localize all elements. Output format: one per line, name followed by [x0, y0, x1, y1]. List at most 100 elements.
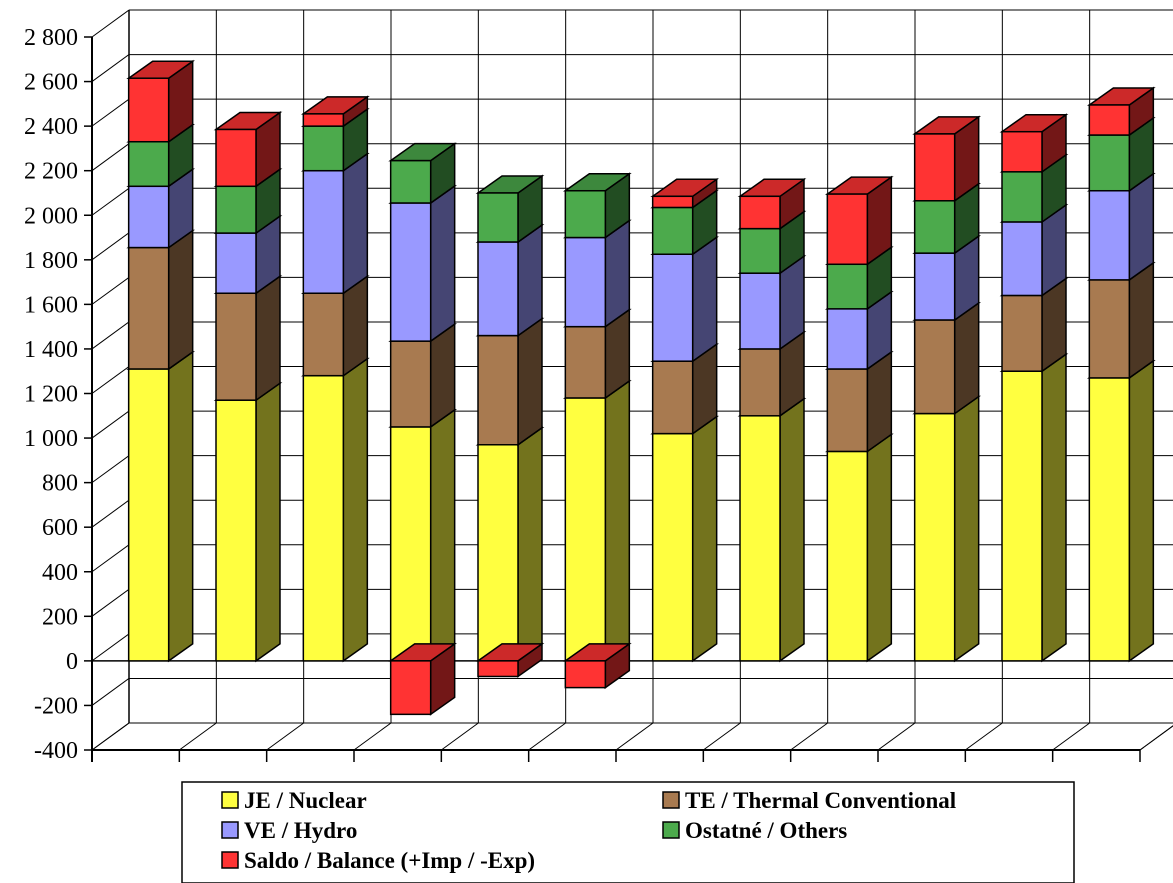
bar-segment	[562, 379, 632, 663]
bar-front	[826, 263, 869, 310]
bar-front	[564, 660, 607, 689]
bar-front	[651, 195, 694, 209]
bar-front	[477, 192, 519, 243]
bar-front	[1088, 104, 1131, 136]
bar-front	[389, 340, 432, 428]
y-tick-label: 200	[42, 604, 78, 630]
bar-segment	[475, 317, 545, 447]
floor-line	[703, 722, 741, 751]
bar-front	[564, 236, 607, 328]
side-gridline	[91, 143, 130, 172]
bar-segment	[999, 113, 1069, 174]
bar-front	[739, 227, 781, 274]
legend-swatch	[221, 851, 239, 869]
bar-front	[739, 348, 781, 417]
bar-front	[127, 185, 170, 249]
bar-side	[517, 223, 543, 338]
bar-side	[342, 357, 369, 663]
side-gridline	[91, 98, 130, 127]
bar-front	[564, 325, 607, 399]
bar-front	[127, 246, 170, 370]
bar-segment	[650, 415, 720, 663]
bar-side	[517, 317, 543, 447]
bar-segment	[126, 350, 196, 663]
bar-side	[429, 184, 456, 343]
bar-segment	[475, 426, 545, 663]
bar-front	[215, 185, 257, 234]
bar-front	[477, 241, 519, 337]
floor-line	[615, 722, 654, 751]
bar-segment	[300, 95, 370, 128]
bar-segment	[388, 642, 458, 716]
bar-side	[517, 426, 543, 663]
side-gridline	[91, 187, 130, 216]
side-gridline	[91, 366, 130, 394]
bar-side	[691, 235, 718, 363]
bar-front	[302, 125, 345, 172]
bar-segment	[300, 357, 370, 663]
bar-front	[389, 426, 432, 662]
bar-front	[127, 368, 170, 662]
y-tick-label: 2 200	[24, 159, 78, 185]
legend-label: JE / Nuclear	[244, 788, 367, 813]
bar-side	[255, 381, 281, 663]
bar-segment	[1086, 359, 1156, 663]
bar-front	[913, 412, 956, 662]
bar-front	[826, 308, 869, 370]
bar-front	[215, 292, 257, 401]
side-gridline	[91, 9, 130, 38]
bar-front	[913, 319, 956, 415]
bar-segment	[912, 395, 982, 663]
bar-front	[739, 195, 781, 230]
legend-entry: TE / Thermal Conventional	[662, 788, 956, 813]
bar-segment	[912, 115, 982, 203]
bar-segment	[1086, 86, 1156, 137]
y-tick-label: 0	[66, 649, 78, 675]
side-gridline	[91, 455, 130, 484]
y-tick-label: 1 400	[24, 337, 78, 363]
bar-segment	[475, 174, 545, 244]
bars	[126, 59, 1156, 716]
bar-front	[651, 360, 694, 435]
y-tick-label: 2 000	[24, 203, 78, 229]
bar-side	[429, 322, 456, 429]
y-tick-label: 1 600	[24, 292, 78, 318]
legend-label: Saldo / Balance (+Imp / -Exp)	[244, 848, 535, 873]
bar-front	[739, 415, 781, 662]
bar-front	[913, 200, 956, 254]
bar-side	[953, 395, 980, 663]
bar-side	[1128, 172, 1155, 282]
bar-front	[127, 140, 170, 188]
legend-entry: Saldo / Balance (+Imp / -Exp)	[221, 848, 535, 873]
bar-front	[1001, 171, 1043, 223]
y-tick-label: 2 800	[24, 25, 78, 51]
side-gridline	[91, 544, 130, 573]
bar-front	[564, 397, 607, 662]
y-tick-label: 2 600	[24, 70, 78, 96]
side-gridline	[91, 678, 130, 706]
y-tick-label: 800	[42, 471, 78, 497]
floor-edge	[1139, 725, 1173, 751]
bar-segment	[824, 432, 894, 663]
bar-front	[651, 253, 694, 362]
bar-front	[826, 368, 869, 453]
legend-swatch	[221, 791, 239, 809]
bar-side	[604, 379, 631, 663]
bar-front	[477, 660, 519, 678]
bar-front	[477, 443, 519, 662]
bar-segment	[126, 59, 196, 144]
floor-line	[1052, 722, 1090, 751]
bar-segment	[388, 322, 458, 429]
y-tick-label: -200	[34, 693, 78, 719]
bar-segment	[126, 229, 196, 371]
bar-segment	[562, 172, 632, 239]
y-tick-label: 2 400	[24, 114, 78, 140]
bar-front	[1001, 370, 1043, 662]
bar-side	[604, 219, 631, 329]
legend-label: VE / Hydro	[244, 818, 357, 843]
bar-segment	[824, 175, 894, 266]
bar-segment	[737, 177, 807, 231]
bar-segment	[475, 642, 545, 678]
bar-front	[215, 399, 257, 662]
